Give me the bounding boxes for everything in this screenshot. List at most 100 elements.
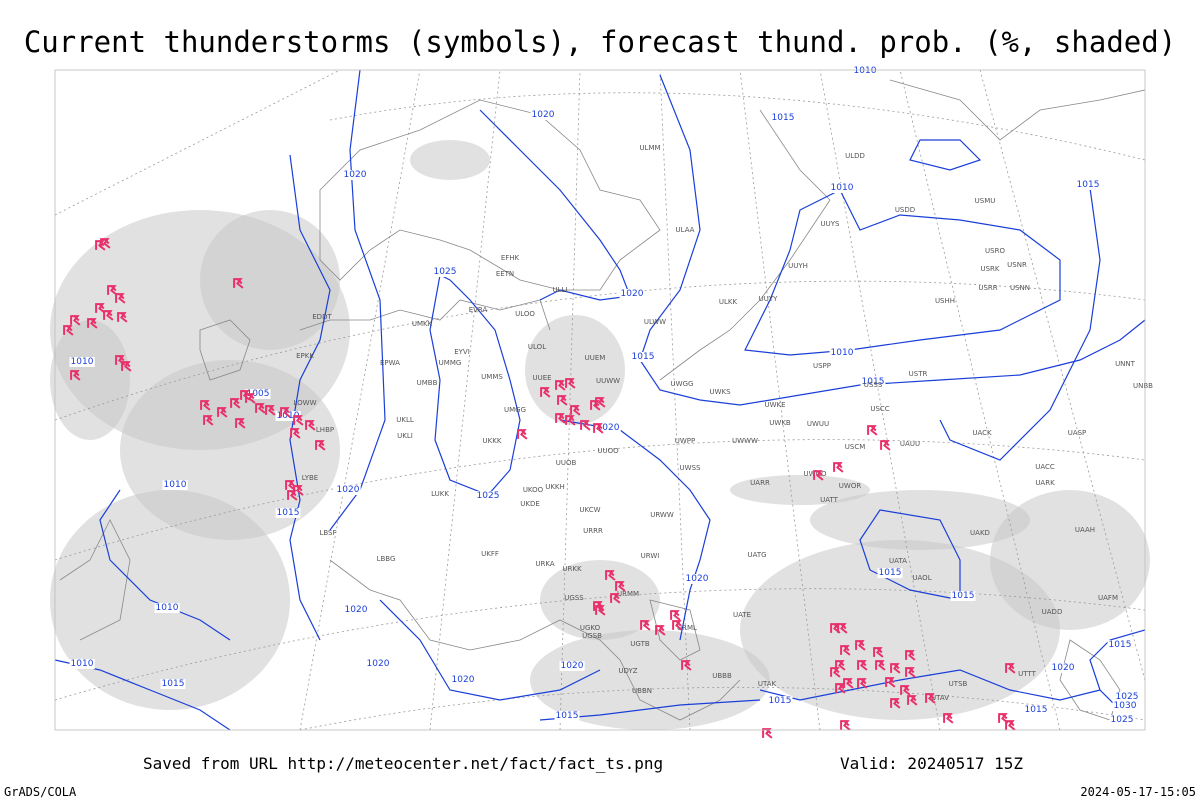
station-label: UNBB bbox=[1133, 382, 1153, 390]
isobar-label: 1015 bbox=[556, 711, 579, 721]
station-label: EETN bbox=[496, 270, 514, 278]
label-backdrop bbox=[1075, 180, 1101, 190]
station-label: UMKK bbox=[412, 320, 433, 328]
label-backdrop bbox=[475, 491, 501, 501]
isobar-label: 1030 bbox=[1114, 701, 1137, 711]
label-backdrop bbox=[154, 603, 180, 613]
station-label: UWUU bbox=[807, 420, 829, 428]
isobar-label: 1020 bbox=[344, 170, 367, 180]
station-label: UUOB bbox=[556, 459, 577, 467]
station-label: UADD bbox=[1042, 608, 1063, 616]
station-label: EPKK bbox=[296, 352, 314, 360]
station-label: UATE bbox=[733, 611, 751, 619]
station-label: UKCW bbox=[579, 506, 600, 514]
station-label: UMMS bbox=[481, 373, 503, 381]
label-backdrop bbox=[343, 605, 369, 615]
isobar-label: 1015 bbox=[952, 591, 975, 601]
station-label: USPP bbox=[813, 362, 831, 370]
graticule bbox=[54, 69, 1146, 731]
isobar-label: 1010 bbox=[71, 659, 94, 669]
station-label: UWSS bbox=[680, 464, 701, 472]
isobar-label: 1025 bbox=[477, 491, 500, 501]
station-label: LBBG bbox=[377, 555, 396, 563]
station-label: URRR bbox=[583, 527, 603, 535]
label-backdrop bbox=[530, 110, 556, 120]
isobar-label: 1020 bbox=[686, 574, 709, 584]
station-label: UGSB bbox=[582, 632, 602, 640]
station-label: ULKK bbox=[719, 298, 738, 306]
station-label: UGSS bbox=[564, 594, 584, 602]
station-label: URWI bbox=[641, 552, 660, 560]
label-backdrop bbox=[770, 113, 796, 123]
station-label: UAFM bbox=[1098, 594, 1118, 602]
station-label: UAAH bbox=[1075, 526, 1095, 534]
station-label: UKFF bbox=[481, 550, 499, 558]
isobar-label: 1020 bbox=[337, 485, 360, 495]
station-label: UUEE bbox=[532, 374, 551, 382]
station-label: USMU bbox=[975, 197, 996, 205]
label-backdrop bbox=[160, 679, 186, 689]
isobar-label: 1020 bbox=[367, 659, 390, 669]
label-backdrop bbox=[69, 357, 95, 367]
station-label: UNNT bbox=[1115, 360, 1136, 368]
station-label: UGKO bbox=[580, 624, 601, 632]
station-label: USRO bbox=[985, 247, 1005, 255]
station-label: LUKK bbox=[431, 490, 449, 498]
labels: 1020 1010 1015 1020 1010 1015 1025 1020 1015 1010… bbox=[69, 66, 1153, 725]
station-label: UTAV bbox=[931, 694, 949, 702]
station-label: UWKB bbox=[769, 419, 791, 427]
station-label: ULOL bbox=[528, 343, 546, 351]
station-label: USNR bbox=[1007, 261, 1027, 269]
isobar-label: 1005 bbox=[247, 389, 270, 399]
station-label: UKLL bbox=[396, 416, 414, 424]
station-label: UATG bbox=[747, 551, 766, 559]
label-backdrop bbox=[877, 568, 903, 578]
isobar-label: 1010 bbox=[831, 183, 854, 193]
station-label: UWGG bbox=[671, 380, 694, 388]
title: Current thunderstorms (symbols), forecas… bbox=[24, 25, 1176, 59]
station-label: UARK bbox=[1035, 479, 1055, 487]
label-backdrop bbox=[559, 661, 585, 671]
map-frame bbox=[54, 69, 1146, 731]
isobar-label: 1015 bbox=[772, 113, 795, 123]
station-label: UKDE bbox=[520, 500, 540, 508]
label-backdrop bbox=[852, 66, 878, 76]
label-backdrop bbox=[365, 659, 391, 669]
isobar-label: 1020 bbox=[597, 423, 620, 433]
isobar-label: 1015 bbox=[862, 377, 885, 387]
station-label: LOWW bbox=[293, 399, 316, 407]
station-label: USCC bbox=[870, 405, 889, 413]
station-label: UATT bbox=[820, 496, 839, 504]
station-label: UUYH bbox=[788, 262, 808, 270]
station-label: UDYZ bbox=[618, 667, 637, 675]
isobar-label: 1025 bbox=[434, 267, 457, 277]
station-label: UKLI bbox=[397, 432, 413, 440]
isobar-label: 1015 bbox=[1025, 705, 1048, 715]
station-label: EYVI bbox=[454, 348, 470, 356]
label-backdrop bbox=[619, 289, 645, 299]
isobar-label: 1010 bbox=[854, 66, 877, 76]
label-backdrop bbox=[950, 591, 976, 601]
label-backdrop bbox=[342, 170, 368, 180]
thunderstorm-symbol bbox=[762, 728, 773, 739]
label-backdrop bbox=[829, 348, 855, 358]
station-label: ULWW bbox=[644, 318, 666, 326]
label-backdrop bbox=[554, 711, 580, 721]
isobar-label: 1010 bbox=[71, 357, 94, 367]
station-label: UTSB bbox=[949, 680, 968, 688]
isobar-label: 1020 bbox=[345, 605, 368, 615]
isobar-label: 1020 bbox=[532, 110, 555, 120]
station-label: UWWW bbox=[732, 437, 758, 445]
station-label: UAOL bbox=[912, 574, 931, 582]
station-label: USDD bbox=[895, 206, 915, 214]
station-label: ULOO bbox=[515, 310, 535, 318]
label-backdrop bbox=[432, 267, 458, 277]
label-backdrop bbox=[684, 574, 710, 584]
isobar-label: 1015 bbox=[162, 679, 185, 689]
station-label: UWOO bbox=[803, 470, 827, 478]
station-label: UWOR bbox=[839, 482, 862, 490]
isobar-label: 1020 bbox=[621, 289, 644, 299]
station-label: URMM bbox=[617, 590, 639, 598]
station-label: USNN bbox=[1010, 284, 1030, 292]
